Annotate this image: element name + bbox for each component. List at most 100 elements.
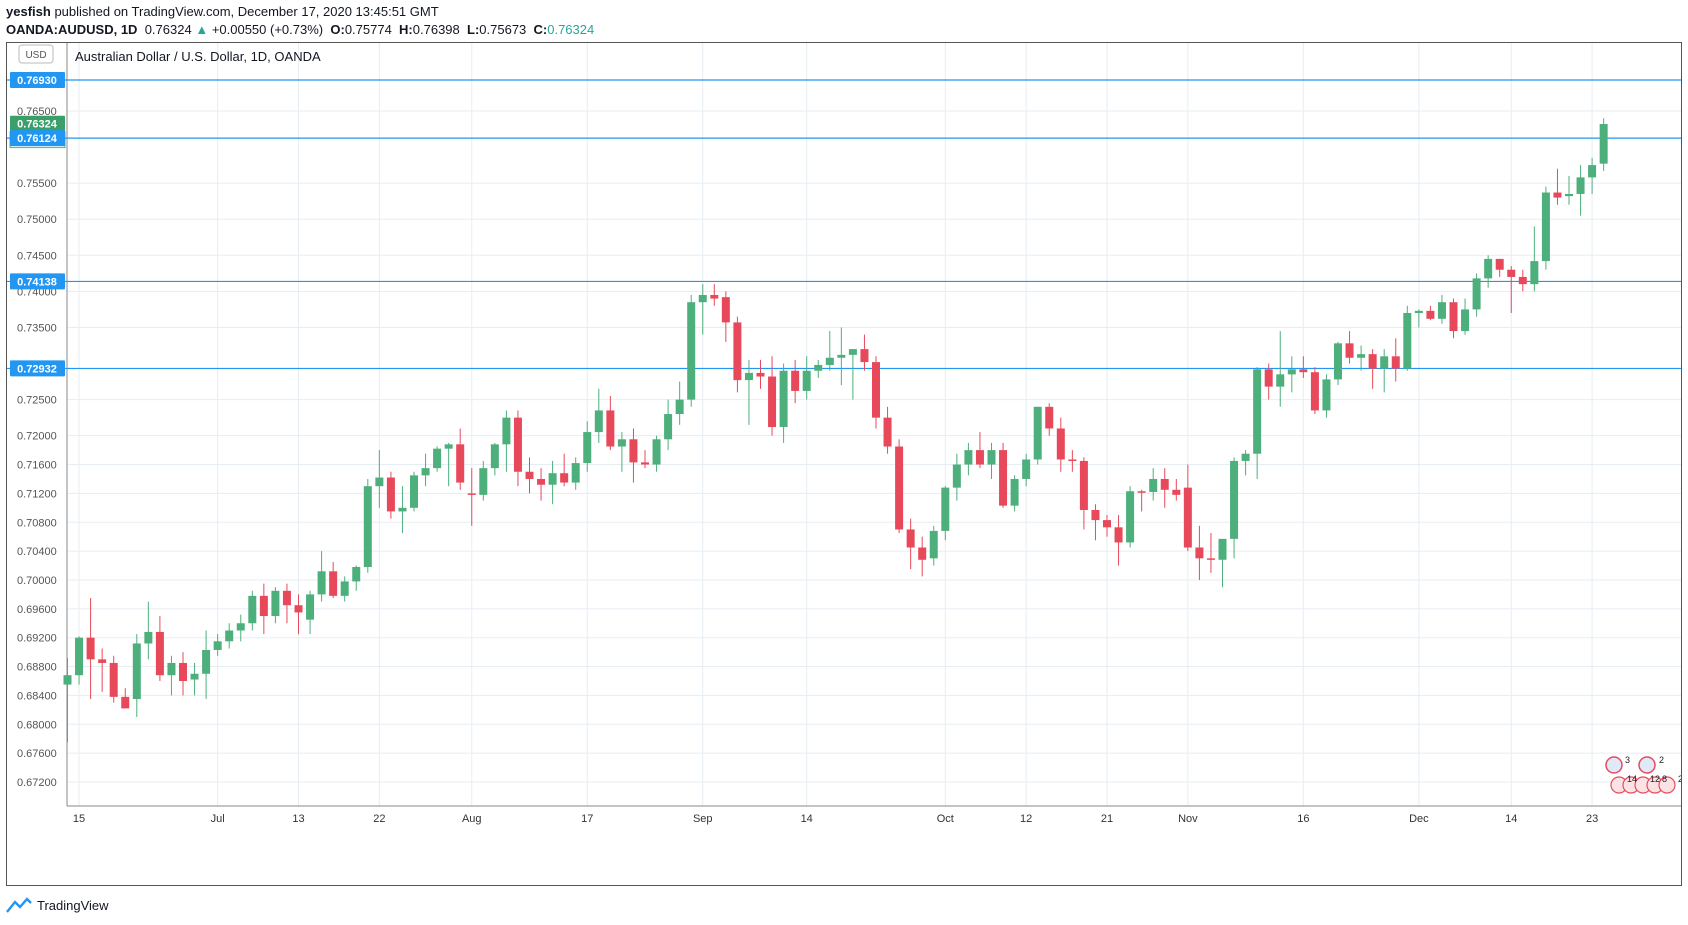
price-label-line: 0.76930 bbox=[10, 71, 65, 88]
candle-body bbox=[883, 417, 892, 447]
candle-body bbox=[98, 659, 107, 663]
candle-body bbox=[1403, 313, 1412, 369]
candle bbox=[1345, 331, 1354, 364]
candle-body bbox=[975, 450, 984, 465]
event-count: 2 bbox=[1678, 774, 1681, 784]
candle bbox=[1126, 486, 1135, 548]
candle bbox=[1160, 468, 1169, 508]
candle bbox=[768, 356, 777, 436]
candle bbox=[1565, 175, 1573, 205]
candle bbox=[641, 450, 649, 469]
candle-body bbox=[75, 637, 84, 676]
candle-body bbox=[132, 643, 141, 700]
candle bbox=[571, 457, 580, 490]
time-tick-label: Oct bbox=[937, 813, 954, 825]
event-count: 2 bbox=[1659, 755, 1664, 765]
candle bbox=[213, 634, 222, 656]
candle bbox=[155, 616, 164, 681]
price-tick-label: 0.67600 bbox=[17, 748, 57, 760]
candle-body bbox=[987, 450, 996, 465]
flag-au-icon bbox=[1605, 756, 1623, 774]
candle-body bbox=[872, 362, 880, 418]
candle bbox=[825, 331, 834, 371]
candle-body bbox=[282, 590, 291, 606]
candle-body bbox=[1091, 509, 1100, 521]
candle-body bbox=[1310, 372, 1319, 411]
candle-body bbox=[1391, 356, 1400, 369]
price-tick-label: 0.67200 bbox=[17, 777, 57, 789]
price-chart[interactable]: 0.765000.755000.750000.745000.740000.735… bbox=[7, 43, 1681, 885]
candle-body bbox=[1068, 459, 1077, 461]
price-label-text: 0.76324 bbox=[17, 119, 58, 131]
candle bbox=[1437, 294, 1446, 324]
time-tick-label: 14 bbox=[1505, 813, 1517, 825]
candle bbox=[1507, 266, 1516, 314]
candle-body bbox=[1045, 406, 1054, 429]
candle bbox=[456, 428, 465, 490]
time-tick-label: 14 bbox=[801, 813, 813, 825]
footer-brand: TradingView bbox=[6, 897, 109, 913]
candle bbox=[1045, 403, 1054, 436]
candle-body bbox=[1380, 356, 1389, 369]
candle bbox=[560, 453, 569, 487]
candle-body bbox=[1345, 343, 1354, 358]
candle-body bbox=[929, 530, 938, 559]
candle bbox=[1299, 356, 1308, 378]
candle-body bbox=[560, 473, 569, 483]
price-label-line: 0.72932 bbox=[10, 360, 65, 377]
candle-body bbox=[1276, 374, 1285, 387]
candle-body bbox=[86, 637, 95, 660]
candle bbox=[179, 652, 187, 696]
price-label-bg bbox=[10, 71, 65, 88]
candle-body bbox=[433, 448, 442, 469]
candle bbox=[1449, 298, 1458, 339]
currency-badge-bg bbox=[18, 44, 54, 64]
price-tick-label: 0.70400 bbox=[17, 546, 57, 558]
candle-body bbox=[744, 372, 753, 381]
candle bbox=[386, 471, 395, 519]
candle-body bbox=[583, 432, 592, 464]
candle bbox=[791, 359, 800, 404]
candle-body bbox=[814, 364, 823, 371]
candle-body bbox=[1414, 310, 1423, 314]
time-tick-label: 13 bbox=[292, 813, 304, 825]
price-label-text: 0.74138 bbox=[17, 276, 57, 288]
brand-label[interactable]: TradingView bbox=[37, 897, 109, 913]
candle bbox=[1391, 338, 1400, 382]
candle-body bbox=[1576, 177, 1585, 194]
candle-body bbox=[768, 376, 777, 428]
candle-body bbox=[1230, 460, 1239, 539]
author-name[interactable]: yesfish bbox=[6, 4, 51, 19]
candle bbox=[410, 471, 418, 512]
candle-body bbox=[1518, 276, 1527, 285]
price-tick-label: 0.69600 bbox=[17, 604, 57, 616]
candle bbox=[513, 410, 522, 487]
price-tick-label: 0.68000 bbox=[17, 719, 57, 731]
chart-frame[interactable]: 0.76500 0.75500 0.75000 0.74500 0.74000 0.735… bbox=[6, 42, 1682, 886]
candle bbox=[675, 381, 684, 425]
currency-badge: USD bbox=[18, 44, 54, 64]
candle bbox=[918, 536, 927, 577]
candle bbox=[721, 291, 730, 342]
price-label-text: 0.76124 bbox=[17, 133, 58, 145]
candle bbox=[1322, 374, 1331, 418]
candle bbox=[1264, 363, 1273, 400]
candle bbox=[363, 478, 372, 573]
candle bbox=[1218, 538, 1227, 588]
candle-body bbox=[109, 662, 118, 697]
candle-body bbox=[317, 571, 326, 595]
candle-body bbox=[525, 471, 534, 479]
flag-au-icon bbox=[1638, 756, 1656, 774]
candle bbox=[1241, 450, 1250, 476]
candle-body bbox=[236, 623, 245, 631]
time-tick-label: 12 bbox=[1020, 813, 1032, 825]
time-tick-label: 17 bbox=[581, 813, 593, 825]
candle bbox=[906, 518, 915, 570]
price-label-line: 0.76124 bbox=[10, 130, 65, 147]
candle bbox=[964, 442, 973, 476]
candle bbox=[317, 551, 326, 602]
candle-body bbox=[825, 357, 834, 365]
candle-body bbox=[1495, 258, 1504, 270]
flag-us-icon bbox=[1658, 776, 1676, 794]
candle-body bbox=[1160, 478, 1169, 490]
